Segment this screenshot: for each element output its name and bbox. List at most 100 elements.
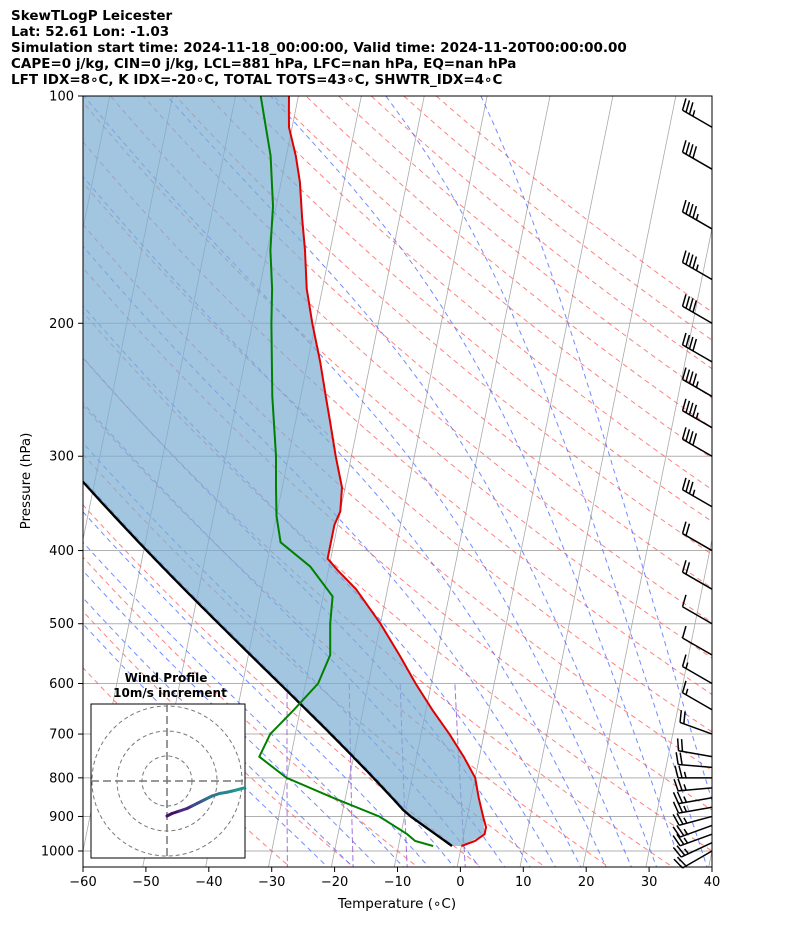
moist-adiabat: [270, 96, 683, 867]
barb-staff: [682, 261, 713, 281]
isotherm-line: [519, 96, 677, 867]
barb-staff: [682, 410, 713, 429]
barb-flag: [692, 205, 698, 219]
y-tick-label: 800: [49, 771, 74, 786]
cape-line: CAPE=0 j/kg, CIN=0 j/kg, LCL=881 hPa, LF…: [11, 56, 517, 72]
hodograph-segment: [240, 786, 245, 790]
barb-flag: [672, 826, 681, 838]
barb-flag: [685, 369, 691, 382]
barb-flag: [692, 300, 698, 313]
barb-flag: [681, 98, 687, 111]
wind-barb: [672, 833, 713, 847]
cin-area-fill: [83, 96, 485, 846]
barb-flag: [673, 778, 679, 792]
moist-adiabat: [83, 511, 430, 867]
dry-adiabat: [83, 504, 483, 867]
wind-barb: [681, 560, 713, 590]
barb-flag: [681, 594, 687, 607]
wind-barb: [681, 427, 713, 457]
wind-barb: [681, 680, 713, 711]
x-tick-label: −40: [195, 875, 222, 890]
barb-flag: [675, 752, 679, 765]
y-tick-label: 300: [49, 450, 74, 465]
barb-half-flag: [683, 828, 689, 835]
barb-flag: [681, 332, 687, 346]
barb-staff: [678, 787, 713, 792]
x-tick-label: 0: [456, 875, 464, 890]
y-tick-label: 600: [49, 677, 74, 692]
barb-half-flag: [695, 264, 699, 271]
barb-flag: [681, 367, 687, 380]
barb-flag: [685, 100, 691, 113]
dry-adiabat: [83, 610, 355, 867]
barb-flag: [683, 711, 686, 724]
isotherm-line: [582, 226, 712, 867]
wind-barb: [681, 477, 713, 508]
wind-barb: [679, 710, 713, 735]
moist-adiabat: [83, 305, 556, 867]
barb-staff: [682, 344, 713, 363]
barb-half-flag: [683, 817, 688, 824]
temperature-line: [287, 96, 488, 847]
x-tick-label: 20: [578, 875, 595, 890]
wind-barb: [674, 765, 712, 779]
wind-barb: [681, 398, 713, 429]
barb-half-flag: [683, 837, 689, 844]
y-axis-label: Pressure (hPa): [18, 433, 34, 530]
barb-flag: [688, 402, 694, 415]
y-tick-label: 100: [49, 90, 74, 105]
barb-flag: [672, 814, 680, 826]
barb-flag: [688, 336, 694, 350]
barb-flag: [672, 792, 680, 804]
location-line: Lat: 52.61 Lon: -1.03: [11, 24, 170, 40]
moist-adiabat: [166, 96, 658, 867]
x-tick-label: −30: [258, 875, 285, 890]
barb-flag: [685, 252, 691, 265]
wind-barb: [681, 521, 713, 552]
wind-barb: [672, 791, 713, 805]
parcel-profile-line: [83, 480, 453, 847]
x-tick-label: −50: [132, 875, 159, 890]
x-tick-label: 10: [515, 875, 532, 890]
barb-staff: [682, 211, 713, 230]
mixing-ratio-line: [348, 683, 354, 867]
moist-adiabat: [83, 570, 379, 867]
barb-staff: [678, 796, 713, 805]
barb-flag: [672, 846, 682, 858]
wind-barb: [672, 824, 713, 838]
barb-half-flag: [692, 110, 696, 117]
wind-barb: [675, 752, 713, 769]
barb-staff: [678, 815, 713, 826]
barb-flag: [676, 845, 686, 856]
barb-half-flag: [683, 796, 688, 803]
barb-flag: [676, 813, 684, 825]
moist-adiabat: [385, 96, 708, 867]
barb-flag: [676, 856, 687, 867]
indices-line: LFT IDX=8∘C, K IDX=-20∘C, TOTAL TOTS=43∘…: [11, 72, 503, 88]
barb-flag: [685, 201, 691, 215]
wind-barb: [681, 140, 713, 170]
barb-staff: [682, 692, 713, 711]
wind-barb: [681, 594, 713, 625]
barb-flag: [688, 203, 694, 217]
barb-flag: [681, 625, 687, 639]
barb-flag: [681, 427, 687, 440]
barb-staff: [679, 833, 713, 847]
barb-staff: [678, 806, 713, 814]
barb-flag: [676, 738, 680, 751]
isotherm-line: [456, 96, 614, 867]
barb-half-flag: [683, 784, 687, 791]
isotherm-line: [645, 537, 712, 867]
barb-flag: [685, 562, 691, 575]
barb-staff: [678, 750, 713, 758]
dewpoint-line: [258, 96, 434, 847]
wind-barb: [681, 625, 713, 656]
isotherm-line: [708, 848, 712, 867]
barb-staff: [682, 438, 713, 457]
wind-barb: [676, 738, 713, 758]
y-tick-label: 700: [49, 728, 74, 743]
barb-staff: [682, 606, 713, 625]
barb-flag: [685, 429, 691, 442]
x-tick-label: −10: [384, 875, 411, 890]
barb-flag: [672, 835, 681, 847]
